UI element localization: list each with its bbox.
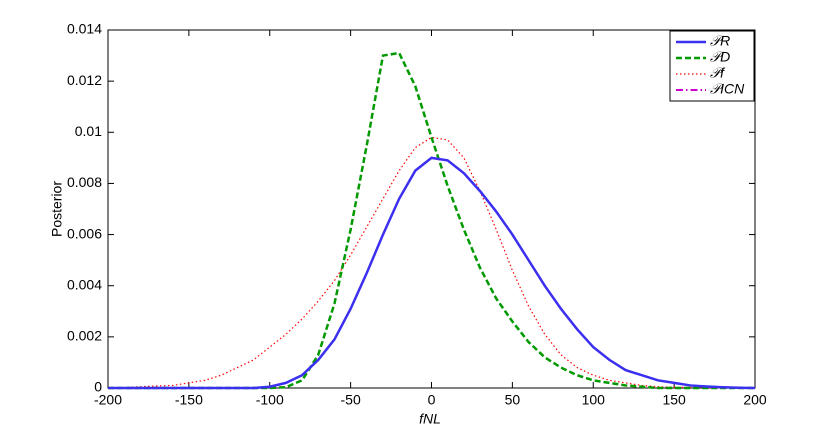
x-tick-label: 50 <box>505 392 521 408</box>
x-tick-label: 200 <box>743 392 767 408</box>
x-tick-label: -200 <box>94 392 122 408</box>
x-tick-label: -150 <box>175 392 203 408</box>
y-tick-label: 0 <box>94 379 102 395</box>
y-tick-label: 0.002 <box>67 328 102 344</box>
legend-label: 𝒫D <box>710 49 730 65</box>
y-tick-label: 0.014 <box>67 21 102 37</box>
y-axis-label: Posterior <box>49 181 65 237</box>
legend-label: 𝒫f <box>710 65 726 81</box>
x-tick-label: 0 <box>428 392 436 408</box>
series-line <box>108 51 755 390</box>
y-tick-label: 0.006 <box>67 225 102 241</box>
y-tick-label: 0.012 <box>67 72 102 88</box>
plot-frame <box>107 29 756 389</box>
y-tick-label: 0.004 <box>67 276 102 292</box>
series-line <box>108 156 756 389</box>
x-tick-label: -100 <box>256 392 284 408</box>
x-tick-label: -50 <box>341 392 361 408</box>
y-tick-label: 0.008 <box>67 174 102 190</box>
y-tick-label: 0.01 <box>75 123 102 139</box>
legend-label: 𝒫ICN <box>710 81 745 97</box>
x-tick-label: 150 <box>662 392 686 408</box>
series-line <box>108 156 756 390</box>
series-line <box>107 136 755 389</box>
x-axis-label: fNL <box>419 411 441 427</box>
legend-label: 𝒫R <box>710 33 730 49</box>
x-tick-label: 100 <box>582 392 606 408</box>
